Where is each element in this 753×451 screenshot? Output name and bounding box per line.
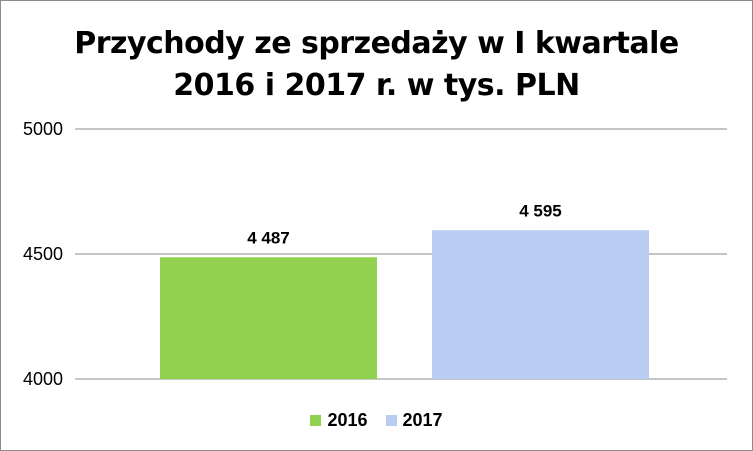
legend-item-2016: 2016 xyxy=(310,410,368,431)
legend-item-2017: 2017 xyxy=(385,410,443,431)
bar-2017 xyxy=(432,230,649,379)
data-label-2017: 4 595 xyxy=(519,201,562,220)
legend-label-2016: 2016 xyxy=(327,410,368,430)
legend-swatch-2016 xyxy=(310,415,322,426)
chart-title-line2: 2016 i 2017 r. w tys. PLN xyxy=(173,68,580,103)
y-tick-label-4500: 4500 xyxy=(23,244,63,264)
chart-title-line1: Przychody ze sprzedaży w I kwartale xyxy=(74,26,679,61)
chart-title: Przychody ze sprzedaży w I kwartale 2016… xyxy=(1,23,752,107)
y-tick-label-5000: 5000 xyxy=(23,119,63,139)
legend-label-2017: 2017 xyxy=(402,410,443,430)
data-label-2016: 4 487 xyxy=(247,228,290,247)
y-tick-label-4000: 4000 xyxy=(23,369,63,389)
legend-swatch-2017 xyxy=(385,415,397,426)
bar-2016 xyxy=(160,257,377,379)
legend: 2016 2017 xyxy=(1,410,752,431)
